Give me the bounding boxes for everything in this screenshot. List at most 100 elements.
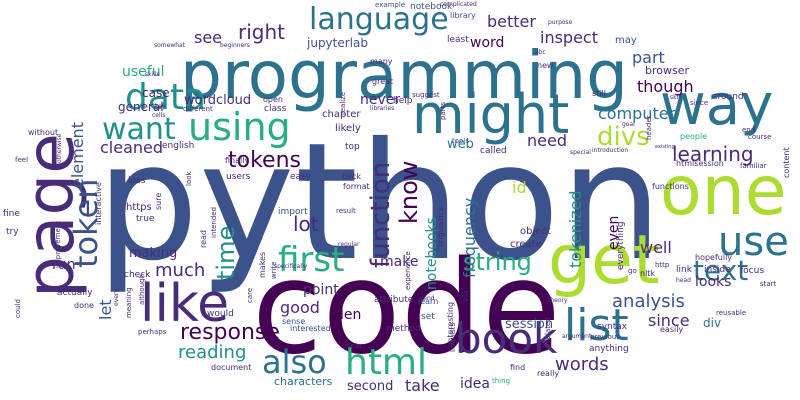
word-realize: realize bbox=[339, 91, 347, 115]
word-list: list bbox=[564, 300, 629, 351]
word-abc: abc bbox=[535, 49, 546, 56]
word-care: care bbox=[246, 287, 254, 303]
word-everything: everything bbox=[616, 221, 626, 270]
word-otherwise: otherwise bbox=[56, 133, 63, 163]
word-though: though bbox=[637, 77, 694, 96]
word-need: need bbox=[527, 131, 567, 150]
word-people: people bbox=[680, 132, 708, 141]
word-makes: makes bbox=[258, 251, 267, 278]
word-would: would bbox=[207, 309, 234, 319]
word-want: want bbox=[102, 112, 176, 147]
word-tools: tools bbox=[452, 137, 469, 145]
word-perhaps: perhaps bbox=[138, 328, 167, 336]
word-regular: regular bbox=[338, 241, 360, 248]
word-nltk: nltk bbox=[640, 269, 656, 278]
word-right: right bbox=[238, 20, 285, 44]
word-done: done bbox=[74, 301, 94, 310]
word-open: open bbox=[263, 95, 283, 104]
word-part: part bbox=[632, 48, 665, 67]
word-book: book bbox=[455, 314, 558, 363]
word-cend: cend bbox=[420, 295, 435, 302]
word-language: language bbox=[309, 2, 449, 37]
word-browser: browser bbox=[645, 64, 690, 77]
word-create: create bbox=[510, 239, 542, 250]
word-likely: likely bbox=[335, 123, 361, 134]
word-find: find bbox=[510, 363, 526, 372]
word-check: check bbox=[124, 270, 151, 280]
word-run: run bbox=[52, 257, 76, 273]
word-end: end bbox=[742, 126, 756, 134]
word-reusable: reusable bbox=[716, 309, 747, 317]
word-thing: thing bbox=[492, 377, 511, 385]
word-help: help bbox=[393, 96, 413, 106]
word-different: different bbox=[183, 105, 213, 113]
word-example: example bbox=[375, 1, 406, 9]
word-document: document bbox=[211, 363, 252, 372]
word-existing: existing bbox=[655, 144, 675, 150]
word-better: better bbox=[487, 12, 536, 31]
word-cleaned: cleaned bbox=[100, 138, 164, 157]
word-may: may bbox=[615, 35, 637, 46]
word-set: set bbox=[421, 312, 435, 322]
word-know: know bbox=[395, 160, 423, 224]
word-chapter: chapter bbox=[322, 109, 361, 120]
word-look: look bbox=[185, 171, 193, 186]
word-fine: fine bbox=[3, 209, 20, 219]
word-like: like bbox=[140, 274, 230, 334]
word-https: https bbox=[126, 202, 152, 213]
word-method: method bbox=[386, 324, 421, 334]
word-way: way bbox=[660, 73, 774, 138]
word-link: link bbox=[676, 265, 692, 275]
word-word: word bbox=[470, 35, 505, 51]
word-try: try bbox=[6, 227, 19, 237]
word-attribute: attribute bbox=[374, 295, 414, 305]
word-see: see bbox=[194, 28, 223, 47]
word-hopefully: hopefully bbox=[695, 253, 733, 262]
word-anything: anything bbox=[589, 344, 629, 354]
word-key: key bbox=[155, 103, 166, 110]
word-skills: skills bbox=[145, 71, 160, 78]
word-analysis: analysis bbox=[612, 291, 685, 312]
word-head: head bbox=[676, 277, 691, 284]
word-make: make bbox=[380, 254, 419, 270]
word-interactive: interactive bbox=[94, 182, 103, 225]
word-easy: easy bbox=[290, 172, 312, 182]
word-content: content bbox=[782, 147, 791, 178]
word-using: using bbox=[188, 105, 291, 149]
word-via: via bbox=[461, 290, 470, 302]
word-introduction: introduction bbox=[592, 147, 629, 154]
word-code: code bbox=[252, 234, 561, 383]
word-experience: experience bbox=[404, 251, 412, 290]
word-skill: skill bbox=[670, 94, 682, 101]
word-format: format bbox=[343, 182, 370, 191]
word-specifically: specifically bbox=[274, 263, 308, 270]
word-focus: focus bbox=[740, 266, 765, 276]
word-use: use bbox=[718, 219, 789, 265]
word-tokens: tokens bbox=[228, 148, 301, 173]
word-great: great bbox=[372, 77, 394, 86]
word-class: class bbox=[264, 104, 287, 114]
word-feel: feel bbox=[15, 156, 29, 164]
word-web: web bbox=[447, 137, 474, 152]
word-somewhat: somewhat bbox=[154, 42, 186, 49]
word-functions: functions bbox=[652, 182, 689, 191]
word-useful: useful bbox=[122, 64, 165, 80]
word-notebook: notebook bbox=[410, 2, 453, 12]
word-element: element bbox=[68, 122, 87, 188]
word-suggest: suggest bbox=[412, 91, 440, 99]
word-syntax: syntax bbox=[597, 322, 628, 332]
word-take: take bbox=[405, 376, 440, 395]
word-learning: learning bbox=[672, 142, 754, 166]
word-object: object bbox=[520, 226, 551, 237]
word-without: without bbox=[28, 128, 59, 137]
word-special: special bbox=[570, 149, 591, 156]
word-inspect: inspect bbox=[540, 28, 598, 47]
word-improvement: improvement bbox=[54, 221, 62, 268]
word-data: data bbox=[125, 77, 207, 118]
word-much: much bbox=[155, 260, 206, 281]
word-every: every bbox=[113, 289, 120, 306]
word-actually: actually bbox=[57, 288, 93, 298]
word-also: also bbox=[262, 343, 327, 381]
word-case: case bbox=[142, 86, 170, 100]
